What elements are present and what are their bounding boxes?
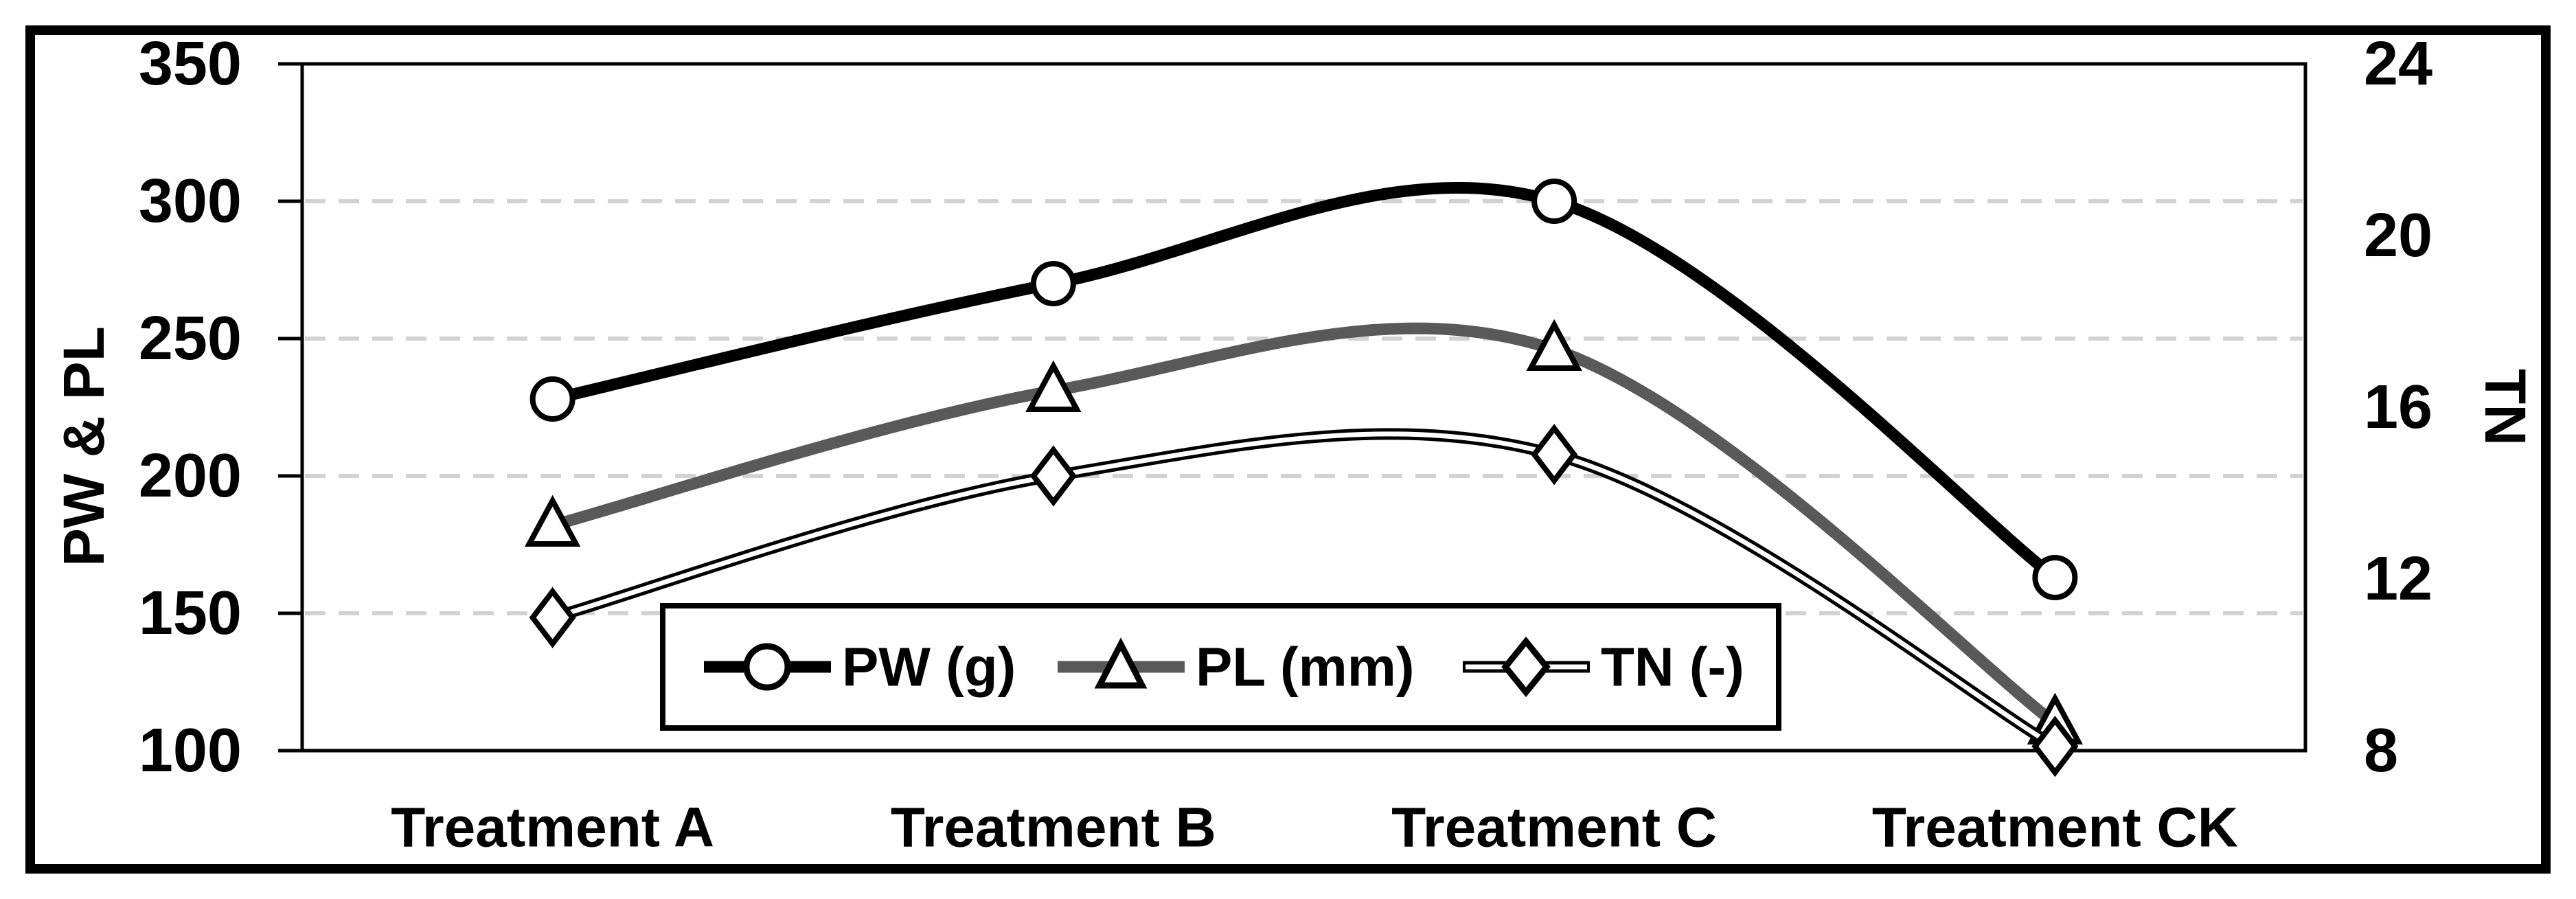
axis-labels: 350 300 250 200 150 100 24 20 16 12 8 Treatment A Tr…	[139, 30, 2432, 859]
left-axis-tick-label: 150	[139, 579, 242, 648]
diamond-marker-icon	[1501, 636, 1551, 698]
circle-data-point-marker	[529, 376, 575, 422]
legend-item-pl: PL (mm)	[1058, 637, 1415, 698]
right-axis-tick-label: 16	[2364, 373, 2432, 442]
axis-ticks	[278, 62, 302, 753]
diamond-data-point-marker	[2031, 716, 2079, 777]
right-axis-tick-label: 20	[2364, 201, 2432, 270]
triangle-data-point-marker	[1025, 360, 1082, 412]
legend-label-pw: PW (g)	[842, 637, 1016, 698]
series-tn	[529, 424, 2079, 777]
legend-item-tn: TN (-)	[1463, 637, 1744, 698]
diamond-data-point-marker	[1531, 424, 1578, 486]
legend-label-tn: TN (-)	[1601, 637, 1744, 698]
x-axis-label: Treatment A	[391, 797, 714, 859]
diamond-data-point-marker	[1029, 445, 1077, 507]
plot-area	[300, 62, 2307, 753]
circle-data-point-marker	[1030, 261, 1076, 306]
left-axis-tick-label: 100	[139, 716, 242, 785]
triangle-marker-icon	[1094, 637, 1148, 689]
legend: PW (g) PL (mm) TN (-)	[660, 603, 1781, 731]
x-axis-label: Treatment C	[1391, 797, 1717, 859]
legend-label-pl: PL (mm)	[1196, 637, 1415, 698]
left-axis-tick-label: 250	[139, 304, 242, 373]
triangle-data-point-marker	[1526, 319, 1582, 371]
circle-data-point-marker	[1531, 179, 1577, 224]
gridlines	[305, 199, 2303, 615]
circle-marker-icon	[743, 643, 791, 691]
legend-box	[660, 603, 1781, 731]
circle-data-point-marker	[2032, 555, 2078, 600]
right-axis-tick-label: 24	[2364, 30, 2432, 98]
right-axis-tick-label: 8	[2364, 716, 2398, 785]
series-pw-g	[529, 179, 2078, 600]
triangle-data-point-marker	[524, 494, 581, 547]
right-axis-title: TN	[2473, 369, 2538, 446]
left-axis-tick-label: 300	[139, 167, 242, 236]
left-axis-tick-label: 350	[139, 30, 242, 98]
diamond-data-point-marker	[529, 587, 576, 648]
left-axis-title: PW & PL	[52, 326, 116, 567]
legend-item-pw: PW (g)	[704, 637, 1016, 698]
x-axis-label: Treatment CK	[1872, 797, 2238, 859]
data-series	[524, 179, 2084, 777]
x-axis-label: Treatment B	[891, 797, 1216, 859]
right-axis-tick-label: 12	[2364, 545, 2432, 613]
figure-border	[25, 25, 2551, 874]
left-axis-tick-label: 200	[139, 442, 242, 510]
